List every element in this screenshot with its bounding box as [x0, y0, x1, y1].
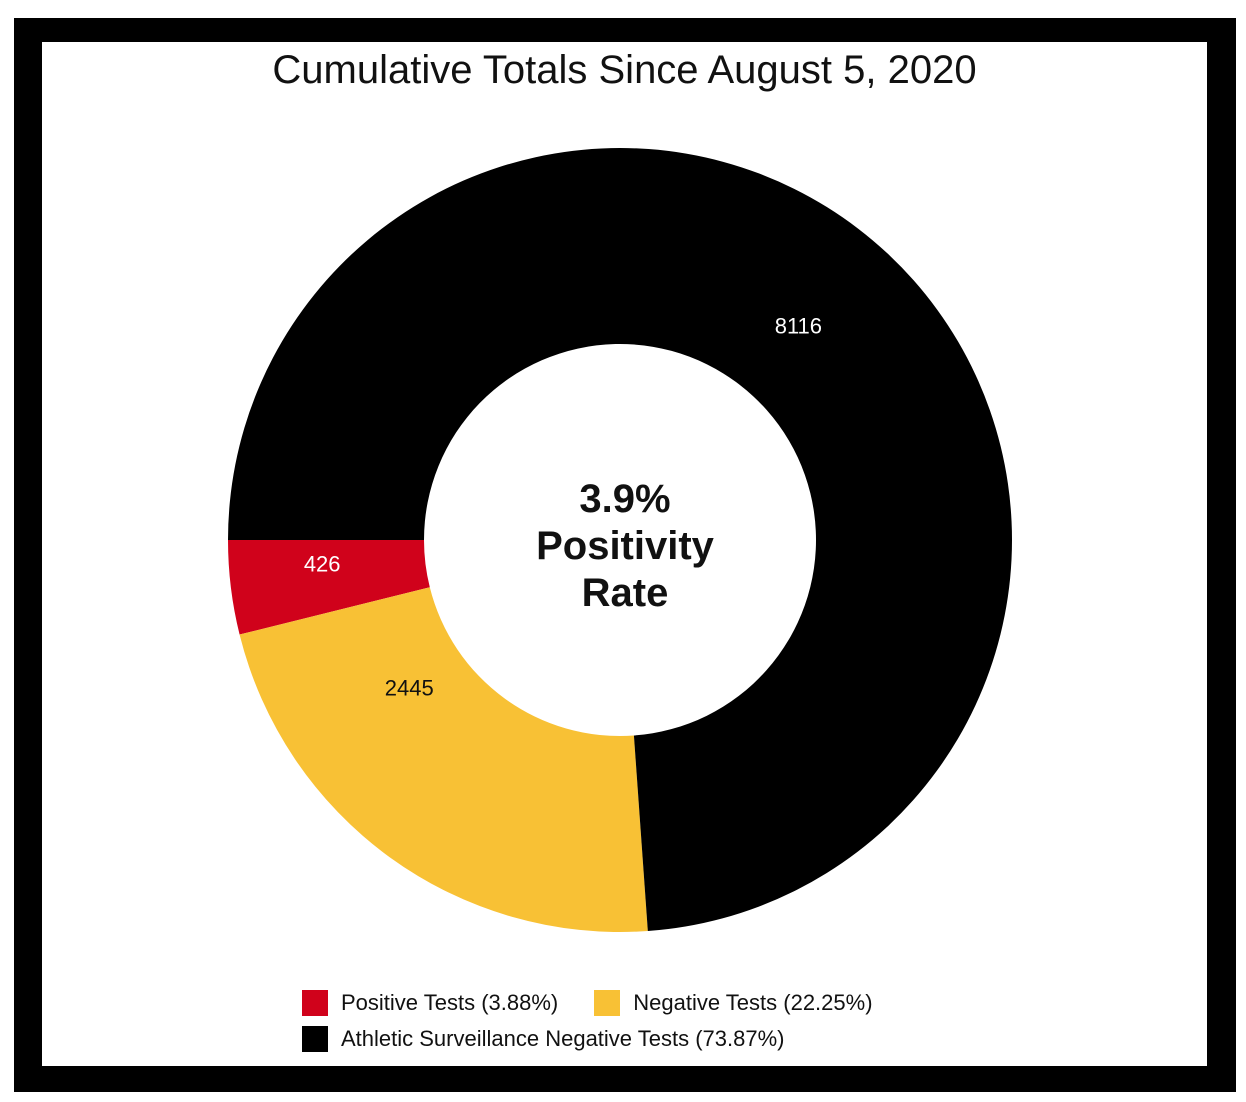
- chart-title: Cumulative Totals Since August 5, 2020: [272, 48, 977, 92]
- legend-swatch-negative: [594, 990, 621, 1016]
- data-label-negative: 2445: [385, 676, 434, 701]
- slice-positive: [228, 540, 430, 635]
- slice-negative: [239, 587, 648, 932]
- data-label-positive: 426: [304, 552, 341, 577]
- legend-item-athletic: Athletic Surveillance Negative Tests (73…: [302, 1026, 784, 1052]
- positivity-rate-value: 3.9%: [579, 477, 671, 521]
- positivity-rate-line-3: Rate: [581, 571, 669, 615]
- chart-legend: Positive Tests (3.88%) Negative Tests (2…: [302, 985, 909, 1057]
- legend-label-negative: Negative Tests (22.25%): [633, 990, 873, 1015]
- legend-label-positive: Positive Tests (3.88%): [341, 990, 559, 1015]
- positivity-rate-label: 3.9% Positivity Rate: [497, 476, 753, 617]
- data-label-athletic: 8116: [775, 314, 822, 339]
- legend-item-negative: Negative Tests (22.25%): [594, 990, 873, 1016]
- legend-row: Athletic Surveillance Negative Tests (73…: [302, 1021, 909, 1057]
- slice-athletic: [228, 148, 1012, 932]
- legend-item-positive: Positive Tests (3.88%): [302, 990, 558, 1016]
- legend-swatch-athletic: [302, 1026, 328, 1052]
- positivity-rate-line-2: Positivity: [536, 524, 714, 568]
- legend-row: Positive Tests (3.88%) Negative Tests (2…: [302, 985, 909, 1021]
- legend-swatch-positive: [302, 990, 328, 1016]
- legend-label-athletic: Athletic Surveillance Negative Tests (73…: [341, 1026, 785, 1051]
